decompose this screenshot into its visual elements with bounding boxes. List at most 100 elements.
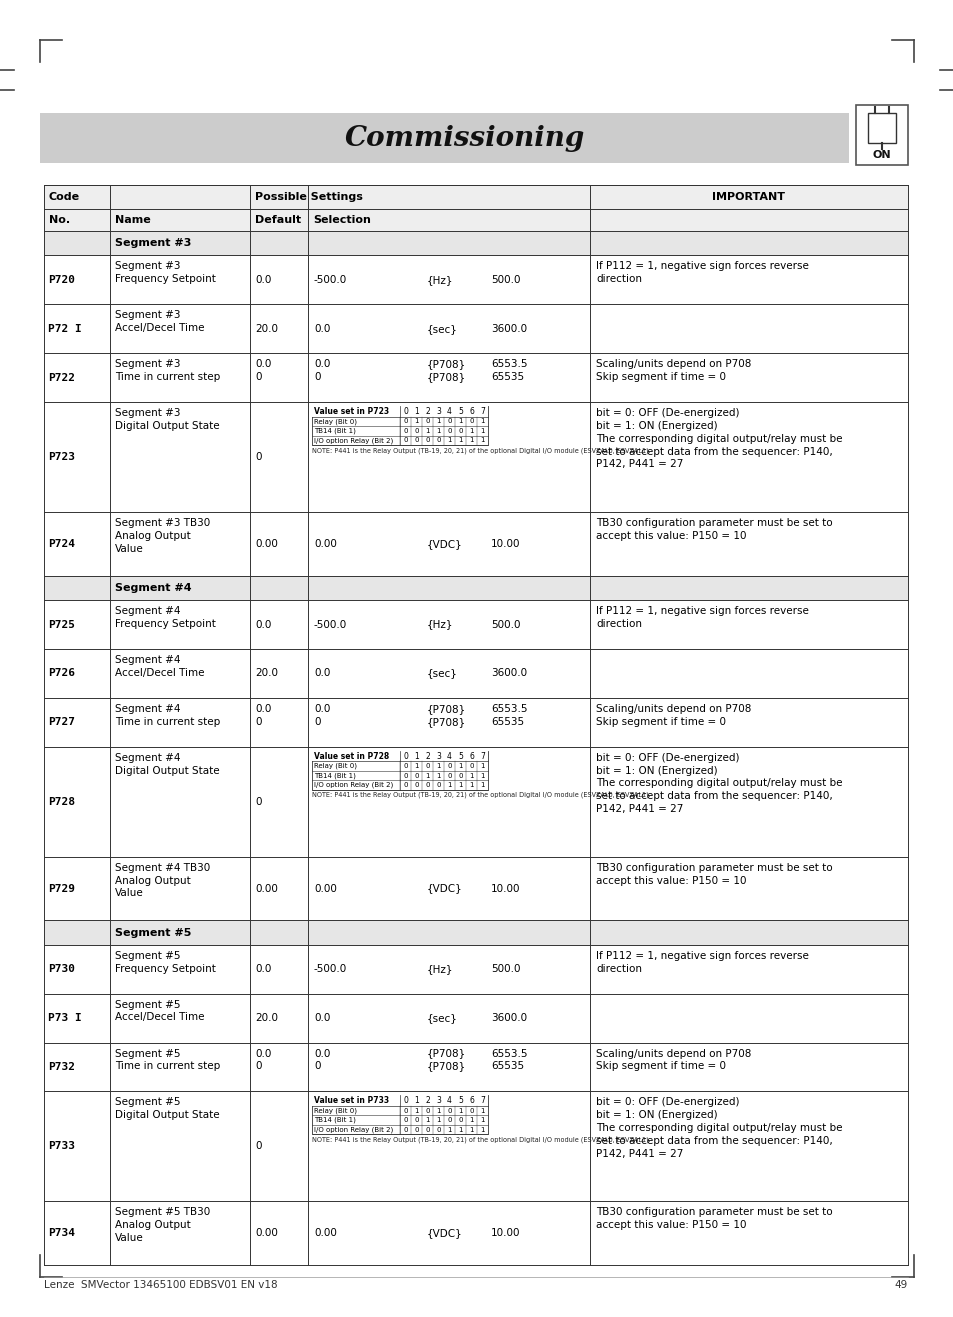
Bar bbox=[44, 921, 907, 944]
Text: 0: 0 bbox=[403, 782, 407, 788]
Text: TB30 configuration parameter must be set to
accept this value: P150 = 10: TB30 configuration parameter must be set… bbox=[596, 1208, 832, 1230]
Text: 0: 0 bbox=[414, 428, 418, 433]
Bar bbox=[312, 1096, 488, 1106]
Text: P720: P720 bbox=[48, 275, 75, 284]
Text: 0: 0 bbox=[469, 763, 474, 769]
Text: 0.0
0: 0.0 0 bbox=[314, 703, 330, 727]
Text: Scaling/units depend on P708
Skip segment if time = 0: Scaling/units depend on P708 Skip segmen… bbox=[596, 360, 751, 382]
Text: Scaling/units depend on P708
Skip segment if time = 0: Scaling/units depend on P708 Skip segmen… bbox=[596, 703, 751, 727]
Text: 1: 1 bbox=[436, 419, 440, 424]
Text: Segment #5
Accel/Decel Time: Segment #5 Accel/Decel Time bbox=[115, 1000, 204, 1022]
Text: 6553.5
65535: 6553.5 65535 bbox=[491, 703, 527, 727]
Text: 1: 1 bbox=[414, 419, 418, 424]
Text: 0: 0 bbox=[447, 1108, 452, 1114]
Text: 1: 1 bbox=[457, 763, 462, 769]
Text: 1: 1 bbox=[469, 782, 474, 788]
Text: 0: 0 bbox=[447, 419, 452, 424]
Text: NOTE: P441 is the Relay Output (TB-19, 20, 21) of the optional Digital I/O modul: NOTE: P441 is the Relay Output (TB-19, 2… bbox=[312, 446, 650, 453]
Text: P727: P727 bbox=[48, 718, 75, 727]
Text: 1: 1 bbox=[425, 428, 429, 433]
Text: 3: 3 bbox=[436, 752, 440, 760]
Text: TB30 configuration parameter must be set to
accept this value: P150 = 10: TB30 configuration parameter must be set… bbox=[596, 863, 832, 885]
Text: 0: 0 bbox=[457, 428, 462, 433]
Text: {VDC}: {VDC} bbox=[426, 539, 461, 549]
Bar bbox=[312, 406, 488, 416]
Text: 0: 0 bbox=[414, 1117, 418, 1123]
Text: Segment #5 TB30
Analog Output
Value: Segment #5 TB30 Analog Output Value bbox=[115, 1208, 210, 1243]
Text: 0: 0 bbox=[469, 419, 474, 424]
Text: 0: 0 bbox=[402, 1096, 408, 1105]
Text: 1: 1 bbox=[447, 437, 452, 444]
Text: 0.0
0: 0.0 0 bbox=[254, 703, 271, 727]
Text: Relay (Bit 0): Relay (Bit 0) bbox=[314, 1108, 356, 1114]
Bar bbox=[867, 113, 895, 142]
Text: P723: P723 bbox=[48, 452, 75, 462]
Text: 4: 4 bbox=[447, 407, 452, 416]
Text: 1: 1 bbox=[479, 782, 484, 788]
Text: ON: ON bbox=[872, 150, 890, 159]
Text: 0: 0 bbox=[403, 773, 407, 778]
Text: bit = 0: OFF (De-energized)
bit = 1: ON (Energized)
The corresponding digital ou: bit = 0: OFF (De-energized) bit = 1: ON … bbox=[596, 753, 841, 814]
Text: 0: 0 bbox=[436, 1127, 440, 1133]
Text: {VDC}: {VDC} bbox=[426, 884, 461, 893]
Text: 1: 1 bbox=[425, 773, 429, 778]
Text: Segment #4: Segment #4 bbox=[115, 583, 192, 593]
Text: Segment #3
Digital Output State: Segment #3 Digital Output State bbox=[115, 408, 219, 431]
Text: 1: 1 bbox=[457, 437, 462, 444]
Text: Selection: Selection bbox=[313, 215, 371, 225]
Text: Segment #5
Digital Output State: Segment #5 Digital Output State bbox=[115, 1097, 219, 1121]
Text: Relay (Bit 0): Relay (Bit 0) bbox=[314, 763, 356, 769]
Text: 0.00: 0.00 bbox=[314, 1229, 336, 1238]
Text: Segment #4
Accel/Decel Time: Segment #4 Accel/Decel Time bbox=[115, 655, 204, 678]
Text: 7: 7 bbox=[479, 1096, 484, 1105]
Text: 0.0: 0.0 bbox=[314, 324, 330, 333]
Text: P725: P725 bbox=[48, 619, 75, 630]
Text: P733: P733 bbox=[48, 1142, 75, 1151]
Text: 1: 1 bbox=[479, 773, 484, 778]
Text: 0.00: 0.00 bbox=[254, 884, 277, 893]
Text: 0.0
0: 0.0 0 bbox=[254, 360, 271, 382]
Text: Possible Settings: Possible Settings bbox=[254, 192, 362, 202]
Text: 1: 1 bbox=[457, 1108, 462, 1114]
Text: 1: 1 bbox=[479, 763, 484, 769]
Text: 20.0: 20.0 bbox=[254, 1013, 277, 1023]
Text: 1: 1 bbox=[414, 407, 418, 416]
Text: I/O option Relay (Bit 2): I/O option Relay (Bit 2) bbox=[314, 1126, 393, 1133]
Text: Segment #5
Frequency Setpoint: Segment #5 Frequency Setpoint bbox=[115, 951, 215, 973]
Text: 5: 5 bbox=[457, 407, 462, 416]
Text: -500.0: -500.0 bbox=[314, 619, 347, 630]
Text: 0: 0 bbox=[436, 782, 440, 788]
Text: 0: 0 bbox=[403, 419, 407, 424]
Text: 1: 1 bbox=[479, 437, 484, 444]
Text: {Hz}: {Hz} bbox=[426, 275, 453, 284]
Text: 0: 0 bbox=[457, 1117, 462, 1123]
Text: Name: Name bbox=[115, 215, 151, 225]
Text: P72 I: P72 I bbox=[48, 324, 82, 333]
Text: P734: P734 bbox=[48, 1229, 75, 1238]
Text: bit = 0: OFF (De-energized)
bit = 1: ON (Energized)
The corresponding digital ou: bit = 0: OFF (De-energized) bit = 1: ON … bbox=[596, 1097, 841, 1159]
Text: 500.0: 500.0 bbox=[491, 275, 520, 284]
Text: TB30 configuration parameter must be set to
accept this value: P150 = 10: TB30 configuration parameter must be set… bbox=[596, 518, 832, 541]
Text: P726: P726 bbox=[48, 669, 75, 678]
Text: No.: No. bbox=[49, 215, 71, 225]
Text: If P112 = 1, negative sign forces reverse
direction: If P112 = 1, negative sign forces revers… bbox=[596, 951, 808, 973]
Text: IMPORTANT: IMPORTANT bbox=[712, 192, 784, 202]
Text: {sec}: {sec} bbox=[426, 669, 456, 678]
Text: 1: 1 bbox=[479, 419, 484, 424]
Text: If P112 = 1, negative sign forces reverse
direction: If P112 = 1, negative sign forces revers… bbox=[596, 606, 808, 630]
Text: 1: 1 bbox=[469, 437, 474, 444]
Text: 6: 6 bbox=[469, 1096, 474, 1105]
Text: 0.0: 0.0 bbox=[254, 964, 271, 975]
Text: 0: 0 bbox=[469, 1108, 474, 1114]
Text: 1: 1 bbox=[457, 1127, 462, 1133]
Text: Relay (Bit 0): Relay (Bit 0) bbox=[314, 417, 356, 424]
Text: Segment #3
Frequency Setpoint: Segment #3 Frequency Setpoint bbox=[115, 262, 215, 284]
Text: 0: 0 bbox=[254, 797, 261, 807]
Text: 0: 0 bbox=[425, 1108, 429, 1114]
Text: TB14 (Bit 1): TB14 (Bit 1) bbox=[314, 428, 355, 435]
Text: NOTE: P441 is the Relay Output (TB-19, 20, 21) of the optional Digital I/O modul: NOTE: P441 is the Relay Output (TB-19, 2… bbox=[312, 792, 650, 798]
Text: 7: 7 bbox=[479, 407, 484, 416]
Text: 1: 1 bbox=[414, 763, 418, 769]
Text: 20.0: 20.0 bbox=[254, 324, 277, 333]
Text: Value set in P733: Value set in P733 bbox=[314, 1096, 389, 1105]
